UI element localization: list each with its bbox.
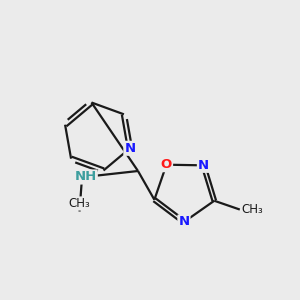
Text: O: O: [161, 158, 172, 171]
Text: CH₃: CH₃: [241, 203, 263, 216]
Text: NH: NH: [74, 170, 97, 184]
Text: N: N: [198, 159, 209, 172]
Text: N: N: [178, 215, 190, 229]
Text: N: N: [124, 142, 136, 155]
Text: CH₃: CH₃: [69, 197, 90, 210]
